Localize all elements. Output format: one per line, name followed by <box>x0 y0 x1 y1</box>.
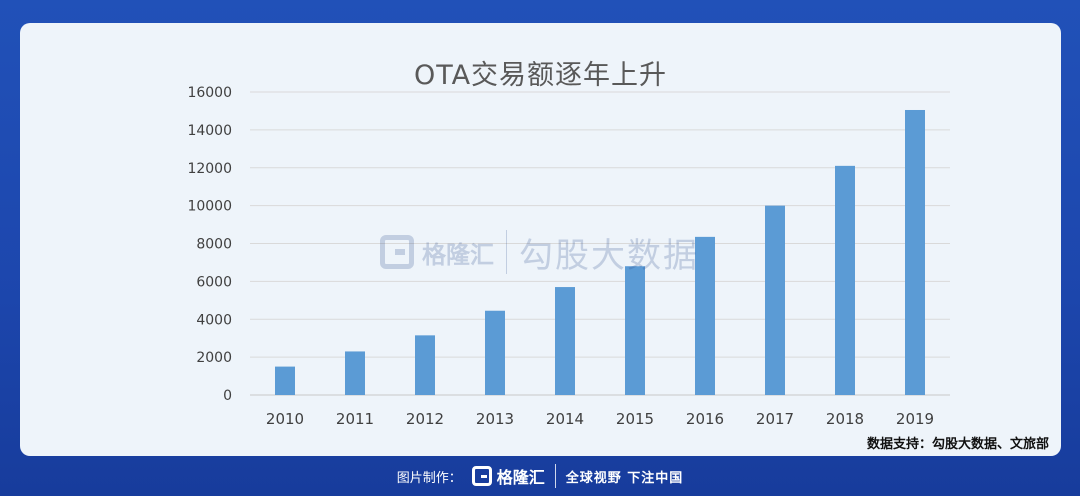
bar-2010 <box>275 366 295 395</box>
chart-card: OTA交易额逐年上升 0 2000 4000 6000 8000 10000 12000 14… <box>20 23 1061 456</box>
bar-2019 <box>905 109 925 395</box>
footer-brand: 格隆汇 <box>496 468 545 487</box>
x-tick-label: 2011 <box>336 410 374 428</box>
x-tick-label: 2018 <box>826 410 864 428</box>
y-tick-label: 8000 <box>196 237 232 253</box>
bar-2014 <box>555 287 575 395</box>
bar-2011 <box>345 351 365 395</box>
y-tick-label: 2000 <box>196 350 232 366</box>
bar-2016 <box>695 236 715 395</box>
y-tick-label: 6000 <box>196 274 232 290</box>
y-tick-label: 16000 <box>187 85 232 101</box>
y-tick-label: 10000 <box>187 199 232 215</box>
x-tick-label: 2010 <box>266 410 304 428</box>
source-note: 数据支持：勾股大数据、文旅部 <box>866 437 1049 452</box>
chart-title: OTA交易额逐年上升 <box>413 60 668 91</box>
x-tick-label: 2013 <box>476 410 514 428</box>
x-tick-label: 2017 <box>756 410 794 428</box>
y-tick-label: 0 <box>223 388 232 404</box>
bar-2018 <box>835 165 855 395</box>
x-tick-label: 2014 <box>546 410 584 428</box>
brand-logo-icon <box>471 466 492 486</box>
bar-2012 <box>415 335 435 395</box>
bar-2017 <box>765 205 785 395</box>
y-tick-label: 12000 <box>187 161 232 177</box>
y-tick-label: 4000 <box>196 312 232 328</box>
y-tick-label: 14000 <box>187 123 232 139</box>
x-tick-label: 2015 <box>616 410 654 428</box>
x-tick-label: 2016 <box>686 410 724 428</box>
bar-2013 <box>485 310 505 395</box>
bar-2015 <box>625 266 645 395</box>
bar-chart: 0 2000 4000 6000 8000 10000 12000 14000 16000 20… <box>187 85 950 428</box>
x-tick-label: 2019 <box>896 410 934 428</box>
footer: 图片制作： 格隆汇 全球视野 下注中国 <box>0 460 1080 492</box>
footer-divider <box>554 464 556 488</box>
footer-label: 图片制作： <box>396 470 462 486</box>
footer-slogan: 全球视野 下注中国 <box>565 470 684 486</box>
x-tick-label: 2012 <box>406 410 444 428</box>
